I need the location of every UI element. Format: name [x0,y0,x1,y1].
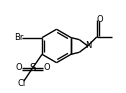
Text: Br: Br [14,33,23,42]
Text: O: O [97,15,103,24]
Text: S: S [29,63,36,73]
Text: O: O [43,63,50,72]
Text: O: O [15,63,22,72]
Text: N: N [85,41,91,50]
Text: Cl: Cl [18,79,26,88]
